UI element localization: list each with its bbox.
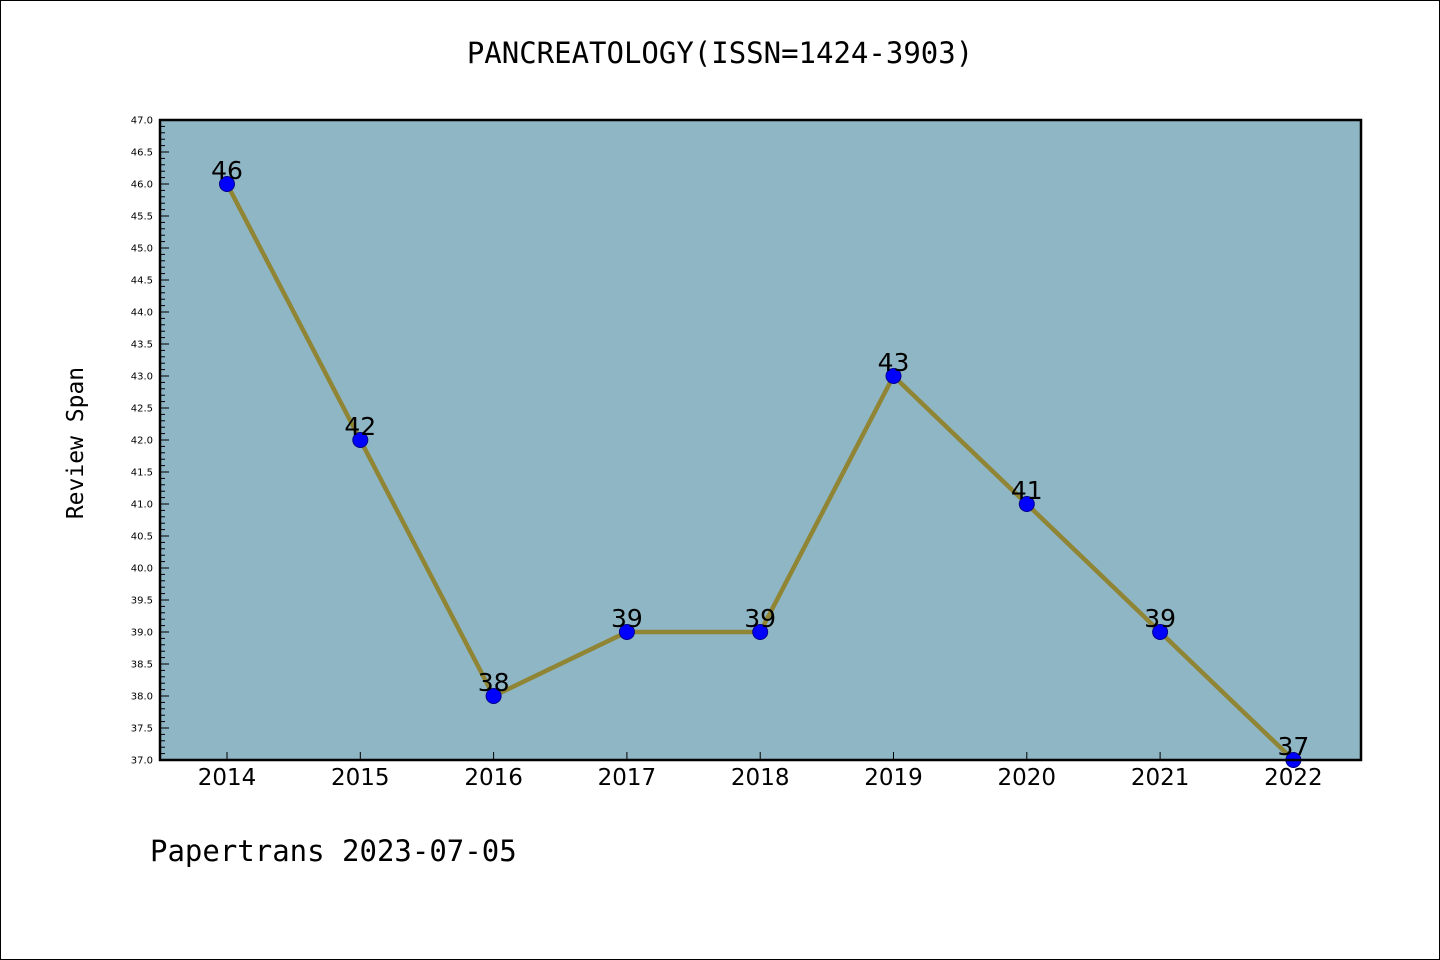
y-tick-label: 46.0 (131, 180, 153, 191)
y-tick-label: 38.5 (131, 660, 153, 671)
y-tick-label: 39.0 (131, 628, 153, 639)
x-tick-label: 2015 (331, 765, 390, 791)
x-tick-label: 2022 (1264, 765, 1323, 791)
y-tick-label: 37.5 (131, 724, 153, 735)
footer-caption: Papertrans 2023-07-05 (150, 834, 517, 868)
data-label: 43 (878, 348, 910, 377)
x-tick-label: 2016 (464, 765, 523, 791)
y-tick-label: 40.0 (131, 564, 153, 575)
data-label: 46 (211, 156, 243, 185)
y-tick-label: 45.5 (131, 212, 153, 223)
y-tick-label: 47.0 (131, 116, 153, 127)
chart-title: PANCREATOLOGY(ISSN=1424-3903) (466, 36, 974, 70)
y-tick-label: 42.0 (131, 436, 153, 447)
data-label: 38 (478, 668, 510, 697)
data-label: 39 (1144, 604, 1176, 633)
plot-area (160, 120, 1361, 760)
data-point (1152, 624, 1169, 640)
data-point (485, 688, 502, 704)
y-tick-label: 38.0 (131, 692, 153, 703)
y-tick-label: 41.5 (131, 468, 153, 479)
y-tick-label: 41.0 (131, 500, 153, 511)
data-label: 41 (1011, 476, 1043, 505)
data-point (885, 368, 902, 384)
data-label: 39 (744, 604, 776, 633)
y-tick-label: 39.5 (131, 596, 153, 607)
plot-border (158, 118, 1363, 762)
y-tick-label: 42.5 (131, 404, 153, 415)
y-tick-label: 46.5 (131, 148, 153, 159)
data-point (1018, 496, 1035, 512)
y-tick-label: 40.5 (131, 532, 153, 543)
x-tick-label: 2021 (1131, 765, 1190, 791)
y-tick-label: 44.0 (131, 308, 153, 319)
data-label: 39 (611, 604, 643, 633)
data-point (752, 624, 769, 640)
y-tick-label: 43.0 (131, 372, 153, 383)
x-tick-label: 2020 (998, 765, 1057, 791)
x-tick-label: 2014 (198, 765, 257, 791)
data-label: 37 (1277, 732, 1309, 761)
x-tick-label: 2019 (864, 765, 923, 791)
y-tick-label: 45.0 (131, 244, 153, 255)
y-tick-label: 44.5 (131, 276, 153, 287)
x-tick-label: 2017 (598, 765, 657, 791)
y-tick-label: 37.0 (131, 756, 153, 767)
data-point (618, 624, 635, 640)
y-tick-label: 43.5 (131, 340, 153, 351)
data-label: 42 (344, 412, 376, 441)
data-point (352, 432, 369, 448)
x-tick-label: 2018 (731, 765, 790, 791)
data-point (219, 176, 235, 192)
